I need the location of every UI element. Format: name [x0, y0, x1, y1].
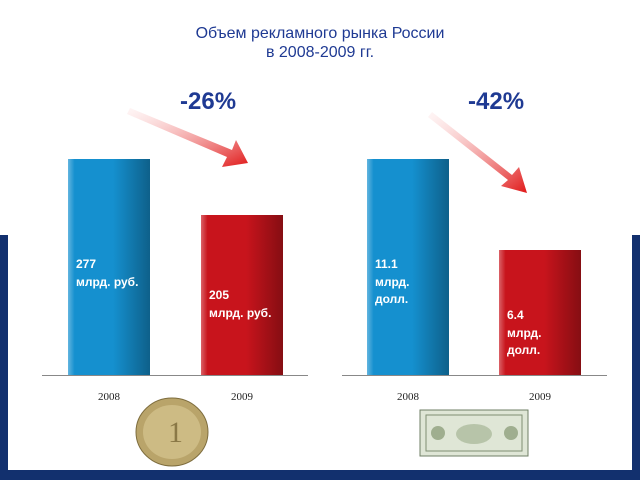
unit-label: млрд. долл. [375, 275, 410, 307]
x-tick-label: 2008 [397, 391, 419, 403]
edge-left [0, 235, 8, 480]
bar [201, 215, 283, 375]
bar [68, 159, 150, 375]
bar [367, 159, 449, 375]
annotation: -26% [180, 88, 237, 115]
value-label: 205 [209, 288, 230, 303]
annotation: -42% [468, 88, 525, 115]
bar [499, 250, 581, 375]
unit-label: млрд. руб. [209, 306, 272, 321]
axis [42, 375, 308, 376]
banknote [419, 409, 529, 457]
value-label: 11.1 [375, 257, 398, 272]
value-label: 6.4 [507, 307, 524, 322]
unit-label: млрд. долл. [507, 325, 542, 357]
title: Объем рекламного рынка России в 2008-200… [195, 25, 445, 61]
value-label: 277 [76, 257, 97, 272]
x-tick-label: 2008 [98, 391, 120, 403]
edge-right [632, 235, 640, 480]
coin: 1 [135, 397, 209, 467]
x-tick-label: 2009 [529, 391, 551, 403]
svg-text:1: 1 [168, 416, 183, 449]
arrow [127, 108, 248, 167]
unit-label: млрд. руб. [76, 275, 139, 290]
edge-bottom [0, 470, 640, 480]
x-tick-label: 2009 [231, 391, 253, 403]
axis [342, 375, 607, 376]
arrow [428, 112, 527, 193]
